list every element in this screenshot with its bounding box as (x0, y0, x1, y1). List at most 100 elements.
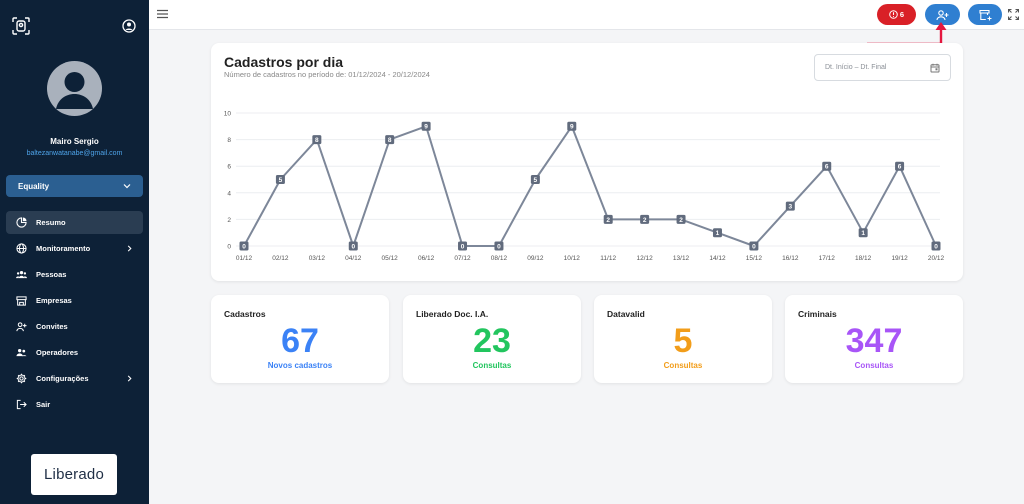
x-tick-label: 20/12 (928, 255, 945, 262)
sidebar-item-label: Configurações (36, 374, 89, 383)
stat-title: Datavalid (607, 309, 645, 319)
data-label: 1 (716, 230, 720, 237)
stat-title: Cadastros (224, 309, 266, 319)
data-point (239, 241, 249, 251)
data-label: 2 (606, 217, 610, 224)
y-tick-label: 10 (224, 111, 232, 118)
data-point (640, 214, 650, 224)
data-label: 2 (643, 217, 647, 224)
stat-value: 23 (473, 322, 511, 360)
data-point (712, 228, 722, 238)
fullscreen-icon[interactable] (1008, 9, 1019, 20)
stat-caption: Novos cadastros (267, 361, 333, 370)
stat-value: 5 (673, 322, 693, 360)
stat-card-criminais: Criminais 347 Consultas (785, 295, 963, 383)
chevron-down-icon (123, 184, 131, 189)
chart-title: Cadastros por dia (224, 54, 344, 70)
pie-chart-icon (16, 217, 27, 228)
y-tick-label: 0 (227, 244, 231, 251)
data-label: 9 (424, 124, 428, 131)
user-circle-icon[interactable] (122, 19, 136, 33)
x-tick-label: 12/12 (636, 255, 653, 262)
user-plus-icon (936, 9, 949, 20)
date-range-picker[interactable]: Dt. Início – Dt. Final (814, 54, 951, 81)
globe-icon (16, 243, 27, 254)
sidebar-item-label: Monitoramento (36, 244, 91, 253)
sidebar-item-label: Pessoas (36, 270, 67, 279)
store-icon (16, 296, 27, 306)
data-label: 1 (861, 230, 865, 237)
data-label: 6 (825, 164, 829, 171)
chevron-right-icon (127, 245, 132, 252)
face-scan-icon[interactable] (11, 16, 31, 36)
topbar: 6 (149, 0, 1024, 30)
user-plus-icon (16, 322, 27, 332)
user-email[interactable]: baltezanwatanabe@gmail.com (26, 150, 123, 157)
x-tick-label: 10/12 (564, 255, 581, 262)
data-point (785, 201, 795, 211)
data-point (749, 241, 759, 251)
data-label: 5 (534, 177, 538, 184)
sidebar-item-sair[interactable]: Sair (6, 393, 143, 416)
stat-card-datavalid: Datavalid 5 Consultas (594, 295, 772, 383)
sidebar-item-configuracoes[interactable]: Configurações (6, 367, 143, 390)
data-label: 3 (789, 204, 793, 211)
data-label: 8 (388, 137, 392, 144)
stat-caption: Consultas (472, 361, 512, 370)
brand-logo-text: Liberado (44, 466, 104, 483)
y-tick-label: 6 (227, 164, 231, 171)
x-tick-label: 04/12 (345, 255, 362, 262)
data-point (567, 121, 577, 131)
company-select[interactable]: Equality (6, 175, 143, 197)
brand-logo: Liberado (31, 454, 117, 495)
sidebar-item-label: Operadores (36, 348, 79, 357)
calendar-icon (930, 63, 940, 72)
alerts-count: 6 (899, 10, 905, 19)
data-label: 0 (461, 243, 465, 250)
sidebar-header (0, 0, 149, 50)
chevron-right-icon (127, 375, 132, 382)
sidebar-item-label: Sair (36, 400, 51, 409)
sidebar-item-label: Convites (36, 322, 68, 331)
sidebar-item-pessoas[interactable]: Pessoas (6, 263, 143, 286)
avatar-person-icon (56, 72, 93, 109)
data-point (348, 241, 358, 251)
data-point (421, 121, 431, 131)
stat-caption: Consultas (663, 361, 703, 370)
data-point (530, 175, 540, 184)
x-tick-label: 19/12 (891, 255, 908, 262)
x-tick-label: 06/12 (418, 255, 435, 262)
x-tick-label: 08/12 (491, 255, 508, 262)
user-name: Mairo Sergio (50, 137, 99, 146)
series-line (243, 125, 937, 247)
company-select-label: Equality (18, 181, 50, 191)
x-tick-label: 09/12 (527, 255, 544, 262)
sidebar-item-resumo[interactable]: Resumo (6, 211, 143, 234)
x-tick-label: 05/12 (382, 255, 399, 262)
alerts-button[interactable]: 6 (877, 4, 916, 25)
add-company-button[interactable] (968, 4, 1002, 25)
x-tick-label: 15/12 (746, 255, 763, 262)
data-point (895, 161, 905, 171)
add-user-button[interactable] (925, 4, 960, 25)
store-add-icon (978, 9, 991, 20)
data-point (275, 175, 285, 184)
sidebar-item-convites[interactable]: Convites (6, 315, 143, 338)
data-label: 9 (570, 124, 574, 131)
data-label: 0 (497, 243, 501, 250)
sidebar-item-label: Empresas (36, 296, 72, 305)
data-label: 0 (242, 243, 246, 250)
data-label: 0 (351, 243, 355, 250)
x-tick-label: 17/12 (819, 255, 836, 262)
stat-card-liberado-doc-ia: Liberado Doc. I.A. 23 Consultas (403, 295, 581, 383)
data-point (822, 161, 832, 171)
hamburger-menu-icon[interactable] (157, 9, 168, 19)
gear-icon (16, 373, 27, 384)
y-tick-label: 2 (227, 217, 231, 224)
sidebar-item-monitoramento[interactable]: Monitoramento (6, 237, 143, 260)
stat-card-cadastros: Cadastros 67 Novos cadastros (211, 295, 389, 383)
sidebar-item-operadores[interactable]: Operadores (6, 341, 143, 364)
sidebar-item-empresas[interactable]: Empresas (6, 289, 143, 312)
x-tick-label: 07/12 (454, 255, 471, 262)
